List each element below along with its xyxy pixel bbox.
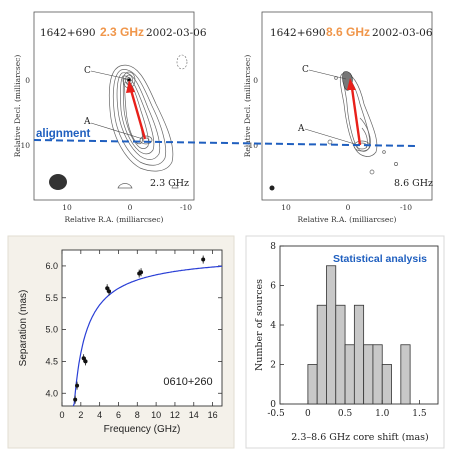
observation-date: 2002-03-06 <box>146 27 207 39</box>
data-point <box>107 289 112 294</box>
y-axis-label: Separation (mas) <box>18 290 29 367</box>
x-axis-label: 2.3–8.6 GHz core shift (mas) <box>291 432 428 443</box>
annotation-label: Statistical analysis <box>333 253 427 265</box>
x-tick-label: 0 <box>59 410 64 420</box>
y-axis-label: Number of sources <box>254 279 265 371</box>
negative-contour <box>176 54 188 70</box>
histogram-bar <box>307 364 318 405</box>
beam-ellipse <box>269 185 275 191</box>
y-tick-label: 5.5 <box>45 293 58 303</box>
x-axis-label: Relative R.A. (milliarcsec) <box>298 215 397 224</box>
x-axis-label: Frequency (GHz) <box>104 424 181 435</box>
histogram-bar <box>381 364 392 405</box>
observation-date: 2002-03-06 <box>372 27 433 39</box>
x-tick-label: 14 <box>189 410 199 420</box>
contour-map <box>327 73 398 175</box>
data-point <box>81 356 86 361</box>
alignment-label: alignment <box>36 128 90 140</box>
component-a-leader <box>304 128 359 146</box>
histogram-bar <box>326 265 337 405</box>
y-tick-label: 6 <box>270 282 276 292</box>
data-point <box>73 397 78 402</box>
x-tick-label: 12 <box>170 410 180 420</box>
frequency-title: 2.3 GHz <box>100 25 144 39</box>
x-tick-label: -0.5 <box>267 409 285 419</box>
y-axis-label: Relative Decl. (milliarcsec) <box>13 55 22 158</box>
histogram-bar <box>400 344 411 405</box>
y-tick-label: 4 <box>270 321 276 331</box>
source-name: 1642+690 <box>40 27 96 39</box>
y-tick-label: 6.0 <box>45 261 58 271</box>
contour-map <box>108 64 179 189</box>
x-tick-label: 0 <box>305 409 311 419</box>
x-tick-label: 2 <box>78 410 83 420</box>
x-tick-label: 10 <box>151 410 161 420</box>
arrow-head <box>126 80 135 93</box>
component-c-label: C <box>302 65 309 75</box>
x-tick-10: 10 <box>281 203 291 212</box>
alignment-line <box>33 139 417 147</box>
histogram-bar <box>344 344 355 405</box>
y-axis-label: Relative Decl. (milliarcsec) <box>243 55 252 158</box>
y-tick-label: 0 <box>270 400 276 410</box>
x-tick-label: 6 <box>116 410 121 420</box>
y-tick-0: 0 <box>253 76 258 85</box>
y-tick-label: 5.0 <box>45 325 58 335</box>
x-tick-0: 0 <box>346 203 351 212</box>
map-frame <box>261 11 433 201</box>
component-a-label: A <box>297 124 305 134</box>
histogram-bar <box>372 344 383 405</box>
y-tick-label: 4.5 <box>45 356 58 366</box>
component-c-leader <box>308 69 347 80</box>
core-shift-arrow <box>129 89 147 140</box>
histogram-bar <box>353 304 365 405</box>
component-a-leader <box>90 122 144 140</box>
data-point <box>75 383 80 388</box>
component-c-leader <box>90 70 128 80</box>
source-name: 1642+690 <box>270 27 326 39</box>
tick-marks <box>61 250 222 406</box>
separation-frequency-chart: 0 2 4 6 8 10 12 14 16 4.0 4.5 5.0 5.5 6.0 0610+260 F… <box>7 235 235 449</box>
x-tick-minus-10: -10 <box>180 203 192 212</box>
core-shift-arrow <box>350 87 362 146</box>
x-axis-label: Relative R.A. (milliarcsec) <box>65 215 164 224</box>
component-a-label: A <box>83 117 91 127</box>
component-c-label: C <box>84 66 91 76</box>
histogram-bar <box>316 304 327 405</box>
y-tick-minus-10: -10 <box>18 141 30 150</box>
map-frame <box>33 11 195 201</box>
arrow-head <box>347 78 356 90</box>
x-tick-label: 1.0 <box>375 409 390 419</box>
frequency-label: 2.3 GHz <box>150 178 189 189</box>
histogram-bar <box>335 304 346 405</box>
plot-area <box>61 249 223 407</box>
source-label: 0610+260 <box>163 376 212 388</box>
y-tick-label: 4.0 <box>45 388 58 398</box>
data-point <box>83 359 88 364</box>
x-tick-10: 10 <box>62 203 72 212</box>
data-point <box>139 270 144 275</box>
y-tick-label: 2 <box>270 361 276 371</box>
x-tick-label: 4 <box>97 410 102 420</box>
x-tick-label: 1.5 <box>412 409 427 419</box>
y-tick-0: 0 <box>25 76 30 85</box>
data-point <box>105 286 110 291</box>
x-tick-0: 0 <box>128 203 133 212</box>
x-tick-label: 8 <box>135 410 140 420</box>
x-tick-label: 16 <box>208 410 218 420</box>
fit-curve <box>72 265 222 407</box>
frequency-title: 8.6 GHz <box>326 25 370 39</box>
map-panel-8-6ghz: 1642+690 8.6 GHz 2002-03-06 8.6 GHz C A … <box>243 11 433 224</box>
map-panel-2-3ghz: 1642+690 2.3 GHz 2002-03-06 2.3 GHz C A <box>13 11 207 224</box>
beam-ellipse <box>49 174 67 190</box>
data-point <box>201 257 206 262</box>
x-tick-label: 0.5 <box>338 409 353 419</box>
x-tick-minus-10: -10 <box>400 203 412 212</box>
histogram-bar <box>363 344 374 405</box>
y-tick-minus-10: -10 <box>246 141 258 150</box>
y-tick-label: 8 <box>270 242 276 252</box>
frequency-label: 8.6 GHz <box>394 178 433 189</box>
